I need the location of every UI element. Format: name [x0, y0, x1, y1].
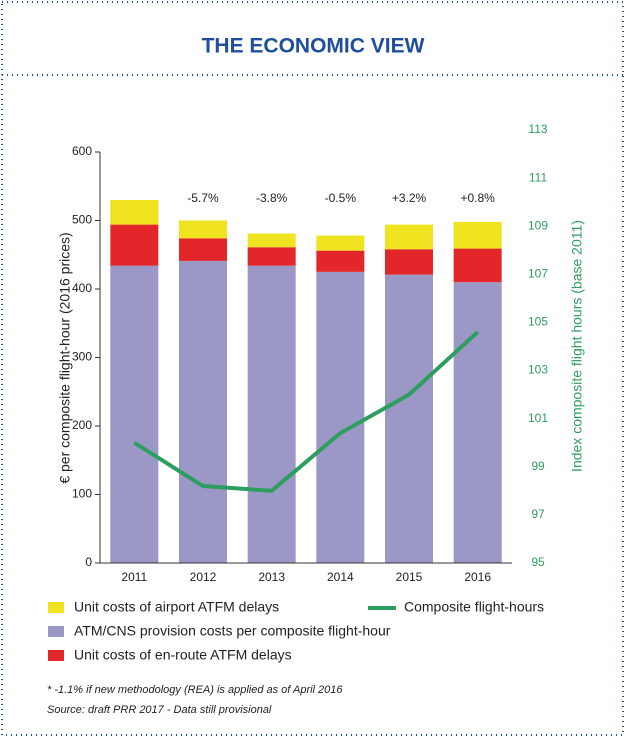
y-tick-label: 200 — [72, 418, 92, 432]
y2-tick-label: 95 — [531, 555, 545, 569]
legend-swatch — [48, 650, 64, 661]
bar-segment — [179, 238, 227, 261]
legend-label: Unit costs of en-route ATFM delays — [74, 647, 292, 663]
y-tick-label: 100 — [72, 487, 92, 501]
y2-tick-label: 105 — [528, 315, 548, 329]
change-label: +3.2% — [392, 191, 427, 205]
x-tick-label: 2012 — [190, 570, 217, 584]
change-label: -5.7% — [187, 191, 219, 205]
change-label: -3.8% — [256, 191, 288, 205]
y2-tick-label: 103 — [528, 363, 548, 377]
change-label: +0.8% — [460, 191, 495, 205]
y-tick-label: 300 — [72, 350, 92, 364]
bar-segment — [247, 233, 296, 248]
y-tick-label: 500 — [72, 213, 92, 227]
legend-label: Composite flight-hours — [404, 599, 544, 615]
y2-axis-label: Index composite flight hours (base 2011) — [569, 220, 585, 472]
y2-tick-label: 111 — [529, 170, 548, 184]
x-tick-label: 2011 — [121, 570, 147, 584]
y2-tick-label: 99 — [531, 459, 545, 473]
y-tick-label: 400 — [72, 281, 92, 295]
bar-segment — [247, 265, 296, 563]
legend-label: Unit costs of airport ATFM delays — [74, 599, 279, 615]
y-tick-label: 600 — [72, 144, 92, 158]
bar-segment — [316, 235, 365, 251]
bar-segment — [179, 260, 227, 563]
footnote: * -1.1% if new methodology (REA) is appl… — [47, 684, 343, 696]
bar-segment — [247, 247, 296, 266]
y2-tick-label: 109 — [528, 218, 548, 232]
bar-segment — [316, 250, 365, 272]
bar-segment — [385, 249, 433, 275]
bar-segment — [110, 224, 159, 266]
chart-title: THE ECONOMIC VIEW — [202, 35, 425, 58]
bar-segment — [385, 224, 433, 250]
bar-segment — [453, 221, 502, 249]
x-tick-label: 2013 — [258, 570, 285, 584]
y2-tick-label: 107 — [528, 267, 548, 281]
y2-tick-label: 101 — [528, 411, 548, 425]
bar-segment — [453, 282, 502, 563]
legend-swatch — [48, 602, 64, 613]
bar-segment — [179, 220, 227, 239]
bar-segment — [385, 274, 433, 563]
footnote: Source: draft PRR 2017 - Data still prov… — [47, 704, 272, 716]
y2-tick-label: 113 — [528, 122, 547, 136]
line — [133, 330, 480, 493]
bar-segment — [110, 199, 159, 225]
bar-segment — [316, 271, 365, 563]
legend-swatch — [48, 626, 64, 637]
x-tick-label: 2015 — [396, 570, 423, 584]
y-tick-label: 0 — [85, 555, 92, 569]
bar-segment — [453, 248, 502, 283]
bar-segment — [110, 265, 159, 563]
x-tick-label: 2016 — [464, 570, 491, 584]
legend-label: ATM/CNS provision costs per composite fl… — [74, 623, 391, 639]
change-label: -0.5% — [325, 191, 357, 205]
x-tick-label: 2014 — [327, 570, 354, 584]
y2-tick-label: 97 — [531, 507, 545, 521]
y-axis-label: € per composite flight-hour (2016 prices… — [57, 232, 73, 483]
